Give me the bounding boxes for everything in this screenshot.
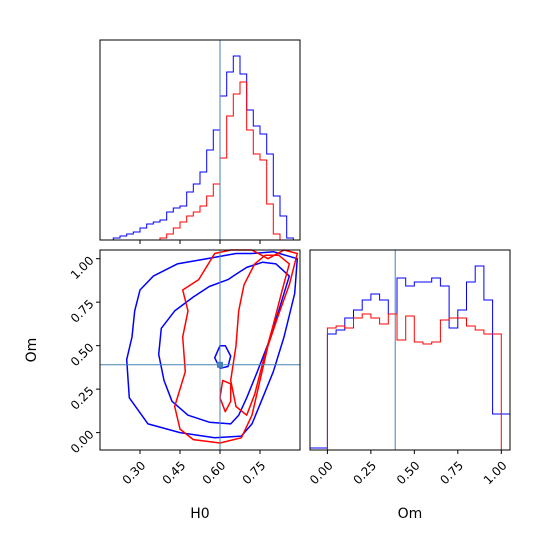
- joint-ytick-label-2: 0.50: [68, 340, 97, 369]
- om-marginal-xtick-label-4: 1.00: [481, 458, 510, 487]
- joint-xtick-label-2: 0.60: [200, 458, 229, 487]
- histogram-series-0: [309, 265, 511, 450]
- joint-xtick-label-3: 0.75: [240, 458, 269, 487]
- contour-series-1-level-1: [229, 254, 291, 416]
- contour-series-1-level-2: [219, 379, 232, 413]
- joint-frame: [99, 249, 301, 451]
- om-marginal-xtick-label-2: 0.50: [394, 458, 423, 487]
- contour-series-1-level-0: [173, 249, 299, 444]
- contour-series-0-level-2: [213, 344, 232, 370]
- joint-ytick-label-3: 0.75: [68, 297, 97, 326]
- h0-marginal-panel: [99, 39, 301, 244]
- joint-xtick-label-0: 0.30: [120, 458, 149, 487]
- om-marginal-xtick-label-3: 0.75: [437, 458, 466, 487]
- contour-series-0-level-0: [125, 250, 299, 439]
- h0-marginal-frame: [99, 39, 301, 241]
- om-marginal-xtick-label-0: 0.00: [307, 458, 336, 487]
- om-axis-label: Om: [24, 338, 40, 363]
- joint-xtick-label-1: 0.45: [160, 458, 189, 487]
- histogram-series-1: [100, 81, 300, 241]
- om-marginal-axis-label: Om: [398, 506, 423, 522]
- contour-series-0-level-1: [157, 261, 291, 425]
- joint-ytick-label-4: 1.00: [68, 253, 97, 282]
- joint-ytick-label-0: 0.00: [68, 427, 97, 456]
- om-marginal-xtick-label-1: 0.25: [350, 458, 379, 487]
- histogram-series-1: [310, 313, 510, 451]
- h0-axis-label: H0: [190, 506, 209, 522]
- om-marginal-panel: 0.00 0.25 0.50 0.75 1.00 Om: [307, 249, 511, 522]
- joint-truth-marker: [217, 361, 223, 368]
- om-marginal-frame: [309, 249, 511, 451]
- h0-om-joint-panel: 0.30 0.45 0.60 0.75 0.00 0.25 0.50 0.75 1.00 H0 Om: [24, 249, 301, 522]
- joint-ytick-label-1: 0.25: [68, 384, 97, 413]
- histogram-series-0: [100, 55, 300, 241]
